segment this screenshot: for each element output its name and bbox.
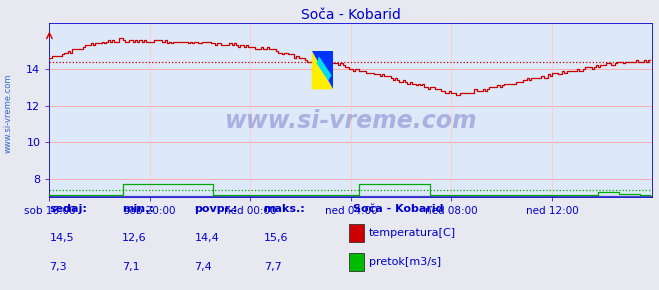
Text: temperatura[C]: temperatura[C]: [369, 228, 456, 238]
Text: min.:: min.:: [122, 204, 154, 214]
Polygon shape: [312, 51, 333, 89]
Title: Soča - Kobarid: Soča - Kobarid: [301, 8, 401, 22]
Text: maks.:: maks.:: [264, 204, 305, 214]
Text: 7,7: 7,7: [264, 262, 281, 272]
Text: 14,5: 14,5: [49, 233, 74, 243]
Polygon shape: [312, 51, 333, 89]
Text: 15,6: 15,6: [264, 233, 288, 243]
Text: Soča - Kobarid: Soča - Kobarid: [353, 204, 443, 214]
Polygon shape: [316, 56, 331, 81]
Text: www.si-vreme.com: www.si-vreme.com: [3, 73, 13, 153]
Text: www.si-vreme.com: www.si-vreme.com: [225, 109, 477, 133]
Text: 7,3: 7,3: [49, 262, 67, 272]
Text: 14,4: 14,4: [194, 233, 219, 243]
Text: povpr.:: povpr.:: [194, 204, 238, 214]
Text: 12,6: 12,6: [122, 233, 146, 243]
Text: 7,4: 7,4: [194, 262, 212, 272]
Text: pretok[m3/s]: pretok[m3/s]: [369, 257, 441, 267]
Text: 7,1: 7,1: [122, 262, 140, 272]
Text: sedaj:: sedaj:: [49, 204, 87, 214]
